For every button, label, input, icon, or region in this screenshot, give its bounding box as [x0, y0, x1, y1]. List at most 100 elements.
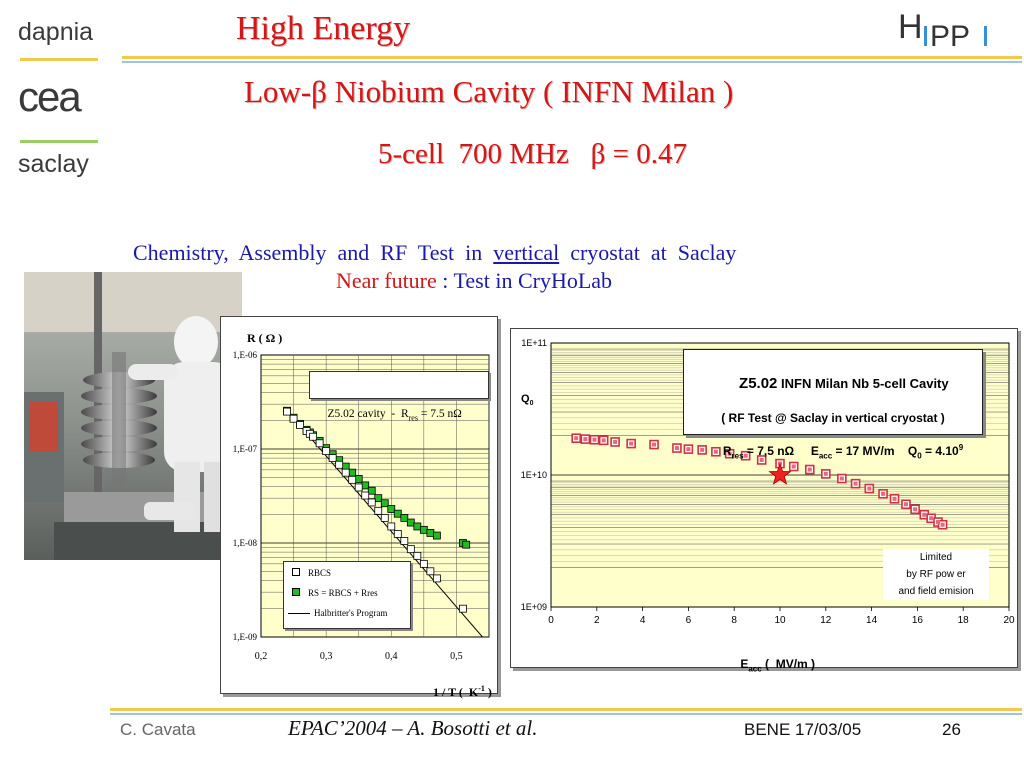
rs-point [400, 513, 409, 522]
rs-point [387, 505, 396, 513]
info-box-title: Z5.02 INFN Milan Nb 5-cell Cavity [739, 375, 949, 392]
green-square-marker [292, 588, 300, 596]
q0-point-fill [853, 481, 858, 486]
y-tick-label: 1,E-06 [233, 350, 258, 360]
q0-point-fill [743, 453, 748, 458]
q0-point-fill [652, 442, 657, 447]
rbcs-point [348, 475, 357, 484]
x-tick-label: 14 [866, 615, 878, 626]
line-marker [288, 613, 310, 615]
footer-page-number: 26 [942, 720, 961, 739]
operating-point-star [768, 462, 792, 485]
x-tick-label: 0,3 [320, 651, 333, 662]
rbcs-point [459, 604, 467, 613]
rs-chart-x-label: 1 / T ( K-1 ) [433, 684, 492, 699]
legend-rbcs: RBCS [292, 568, 331, 578]
x-tick-label: 0,2 [255, 651, 268, 662]
rbcs-point [354, 483, 363, 492]
q0-point-fill [674, 446, 679, 451]
x-tick-label: 0 [548, 615, 554, 626]
header-rule-blue [122, 61, 1022, 63]
x-tick-label: 4 [640, 615, 646, 626]
rs-chart-legend: RBCS RS = RBCS + Rres Halbritter's Progr… [283, 561, 411, 629]
rs-chart-annotation: Z5.02 cavity - Rres = 7.5 nΩ [309, 371, 489, 422]
rbcs-point [361, 491, 370, 500]
cavity-spec: 5-cell 700 MHz β = 0.47 [378, 138, 687, 170]
q0-point-fill [700, 447, 705, 452]
y-tick-label: 1E+11 [521, 338, 547, 348]
rs-point [348, 468, 357, 477]
rbcs-point [393, 529, 402, 538]
q0-point-fill [713, 449, 718, 454]
rbcs-point [419, 559, 428, 568]
q0-chart-x-label: Eacc ( MV/m ) [740, 657, 816, 674]
rbcs-point [296, 421, 304, 429]
q0-point-fill [867, 486, 872, 491]
logo-rule-gold [20, 58, 98, 61]
q0-point-fill [686, 447, 691, 452]
rbcs-point [328, 454, 337, 463]
rs-point [393, 509, 402, 518]
q0-point-fill [629, 441, 634, 446]
info-box-params: Rres = 7,5 nΩ Eacc = 17 MV/m Q0 = 4.109 [722, 443, 964, 461]
rbcs-point [283, 407, 291, 416]
x-tick-label: 6 [686, 615, 692, 626]
rbcs-point [322, 447, 331, 455]
q0-point-fill [881, 491, 886, 496]
q0-chart: 0 2 4 6 8 10 12 14 16 18 20 1E+11 1E+10 1E+09 Q0 Eacc… [510, 328, 1018, 673]
q0-point-fill [727, 451, 732, 456]
rs-chart-y-label: R ( Ω ) [247, 331, 283, 345]
rs-point [354, 475, 363, 483]
footer-rule-blue [110, 713, 1022, 715]
logo-rule-green [20, 140, 98, 143]
x-tick-label: 20 [1003, 615, 1015, 626]
rs-point [462, 540, 471, 549]
q0-point-fill [823, 471, 828, 476]
q0-chart-y-label: Q0 [521, 393, 534, 408]
rbcs-point [341, 468, 350, 477]
x-tick-label: 10 [774, 615, 786, 626]
svg-text:H: H [898, 8, 923, 46]
rs-point [413, 522, 422, 531]
subtitle: Low-β Niobium Cavity ( INFN Milan ) [244, 74, 734, 109]
rs-point [374, 494, 383, 503]
rbcs-point [367, 498, 376, 507]
y-tick-label: 1,E-09 [233, 632, 258, 642]
q0-point-fill [807, 467, 812, 472]
q0-point-fill [574, 436, 579, 441]
x-tick-label: 2 [594, 615, 600, 626]
q0-point-fill [913, 507, 918, 512]
q0-chart-note: Limited by RF pow er and field emision [883, 549, 989, 600]
rbcs-point [315, 439, 324, 448]
y-tick-label: 1E+09 [521, 602, 547, 612]
cea-logo: cea [18, 73, 82, 120]
rbcs-point [406, 545, 415, 554]
q0-point-fill [922, 512, 927, 517]
cavity-photo [24, 272, 242, 560]
body-line-2: Near future : Test in CryHoLab [336, 268, 613, 293]
rs-point [367, 486, 376, 495]
y-tick-label: 1E+10 [521, 470, 547, 480]
y-tick-label: 1,E-08 [233, 538, 258, 548]
q0-point-fill [839, 476, 844, 481]
q0-point-fill [892, 496, 897, 501]
rbcs-point [400, 537, 409, 545]
rbcs-point [335, 460, 344, 469]
legend-halbritter: Halbritter's Program [288, 608, 387, 618]
footer-date: BENE 17/03/05 [744, 720, 862, 739]
rbcs-point [426, 567, 435, 576]
legend-rs: RS = RBCS + Rres [292, 588, 378, 598]
rs-point [432, 531, 441, 540]
q0-point-fill [936, 520, 941, 525]
q0-point-fill [601, 438, 606, 443]
info-box-subtitle: ( RF Test @ Saclay in vertical cryostat … [721, 411, 945, 425]
q0-point-fill [791, 464, 796, 469]
y-tick-label: 1,E-07 [233, 444, 258, 454]
saclay-logo: saclay [18, 150, 89, 178]
hippi-logo: H PP [896, 4, 1006, 54]
header-rule-gold [122, 56, 1022, 59]
q0-point-fill [583, 437, 588, 442]
page-title: High Energy [236, 10, 411, 47]
x-tick-label: 12 [820, 615, 832, 626]
q0-point-fill [592, 437, 597, 442]
